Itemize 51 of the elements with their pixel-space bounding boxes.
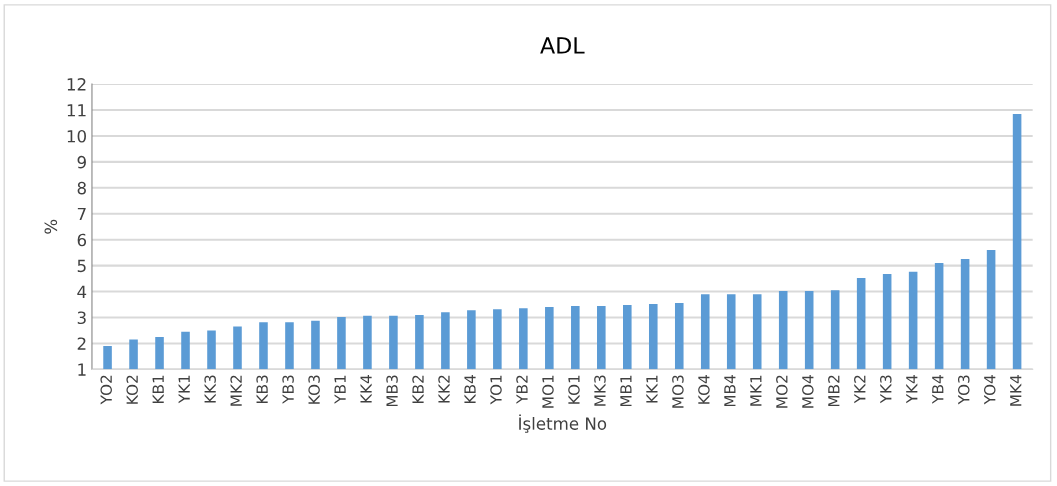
x-tick-label: YO4: [983, 375, 996, 405]
x-axis-title: İşletme No: [519, 414, 607, 433]
x-tick-label: MO1: [542, 375, 554, 408]
x-tick-label: YK4: [906, 375, 918, 404]
x-tick-label: YB4: [932, 375, 944, 404]
y-tick-label: 7: [77, 207, 86, 221]
x-tick-label: KO1: [568, 375, 580, 404]
x-tick-label: MK1: [750, 375, 762, 406]
x-tick-label: YO1: [490, 375, 502, 405]
x-tick-label: MO2: [776, 375, 788, 408]
x-tick-label: YK2: [854, 375, 866, 404]
y-tick-label: 6: [77, 233, 87, 247]
x-tick-label: MK3: [594, 375, 606, 406]
x-tick-label: MB1: [620, 375, 632, 407]
x-tick-label: YB1: [334, 375, 346, 404]
y-tick-label: 3: [77, 311, 86, 325]
y-tick-label: 10: [67, 129, 86, 143]
x-tick-label: KK4: [360, 375, 372, 403]
y-axis-title: %: [44, 219, 58, 234]
x-tick-label: YK1: [178, 375, 190, 404]
chart-title: ADL: [540, 37, 585, 54]
x-tick-label: KB2: [412, 375, 424, 403]
y-tick-label: 8: [77, 181, 86, 195]
y-tick-label: 5: [77, 259, 86, 273]
x-tick-label: KB1: [152, 375, 164, 403]
x-tick-label: YO3: [958, 375, 970, 405]
x-tick-label: KK1: [646, 375, 658, 403]
x-tick-label: MB2: [828, 375, 840, 407]
x-tick-label: YB2: [516, 375, 528, 404]
x-tick-label: MB3: [386, 375, 398, 407]
x-tick-label: YB3: [282, 375, 294, 404]
x-tick-label: KO2: [126, 375, 138, 404]
x-tick-label: MO3: [672, 375, 684, 408]
y-tick-label: 4: [77, 285, 87, 298]
x-tick-label: MK4: [1010, 375, 1022, 406]
x-tick-label: KO4: [698, 375, 710, 404]
x-tick-label: KK2: [438, 375, 450, 403]
y-tick-label: 12: [67, 78, 86, 91]
x-tick-label: MO4: [802, 375, 814, 408]
x-tick-label: YO2: [100, 375, 112, 405]
x-tick-label: YK3: [880, 375, 892, 404]
y-tick-label: 1: [78, 363, 86, 376]
y-tick-label: 9: [77, 155, 86, 169]
x-tick-label: MK2: [230, 375, 242, 406]
x-tick-label: KO3: [308, 375, 320, 404]
y-tick-label: 2: [77, 337, 86, 350]
x-tick-label: MB4: [724, 375, 736, 407]
x-tick-label: KB4: [464, 375, 476, 403]
y-tick-label: 11: [67, 104, 86, 117]
x-tick-label: KK3: [204, 375, 216, 403]
x-tick-label: KB3: [256, 375, 268, 403]
